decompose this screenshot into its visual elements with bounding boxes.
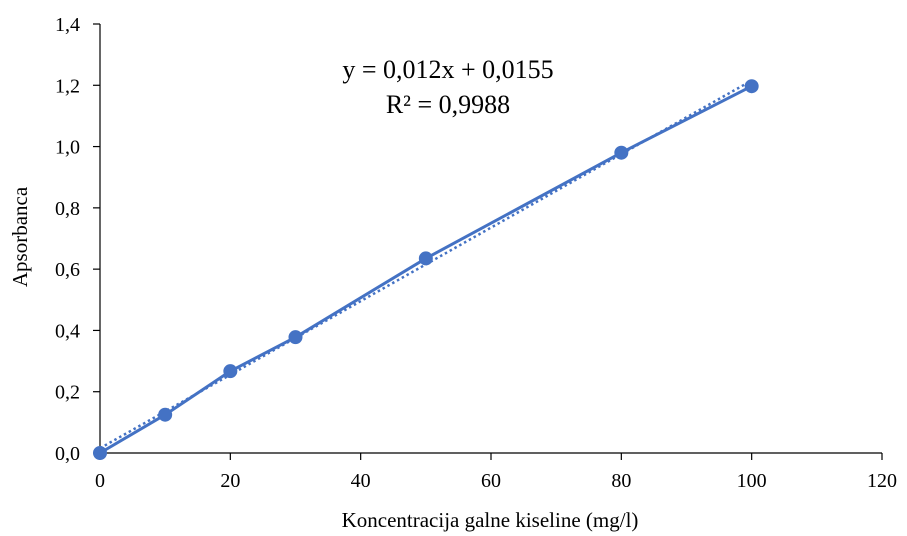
data-point — [745, 80, 758, 93]
y-tick-label: 1,4 — [55, 14, 80, 36]
x-axis-title: Koncentracija galne kiseline (mg/l) — [342, 508, 639, 532]
x-tick-label: 120 — [867, 470, 897, 492]
data-point — [224, 365, 237, 378]
data-point — [419, 252, 432, 265]
y-axis-title: Apsorbanca — [8, 186, 32, 287]
x-tick-label: 40 — [351, 470, 371, 492]
axes — [100, 24, 882, 453]
regression-equation: y = 0,012x + 0,0155 — [342, 55, 553, 84]
r-squared-label: R² = 0,9988 — [386, 90, 510, 119]
ticks: 0 20 40 60 80 100 120 0,0 0,2 0,4 0,6 0,8 1,0 1,2 1,4 — [55, 14, 897, 492]
y-tick-label: 1,2 — [55, 75, 80, 97]
data-point — [615, 146, 628, 159]
data-point — [94, 447, 107, 460]
series-line — [100, 86, 752, 453]
y-tick-label: 0,8 — [55, 198, 80, 220]
y-tick-label: 0,4 — [55, 320, 80, 342]
x-tick-label: 60 — [481, 470, 501, 492]
data-point — [159, 408, 172, 421]
x-tick-label: 100 — [737, 470, 767, 492]
series-layer — [94, 80, 759, 460]
y-tick-label: 0,6 — [55, 259, 80, 281]
data-point — [289, 331, 302, 344]
x-tick-label: 0 — [95, 470, 105, 492]
x-tick-label: 20 — [220, 470, 240, 492]
y-tick-label: 1,0 — [55, 137, 80, 159]
x-tick-label: 80 — [611, 470, 631, 492]
y-tick-label: 0,0 — [55, 443, 80, 465]
y-tick-label: 0,2 — [55, 382, 80, 404]
